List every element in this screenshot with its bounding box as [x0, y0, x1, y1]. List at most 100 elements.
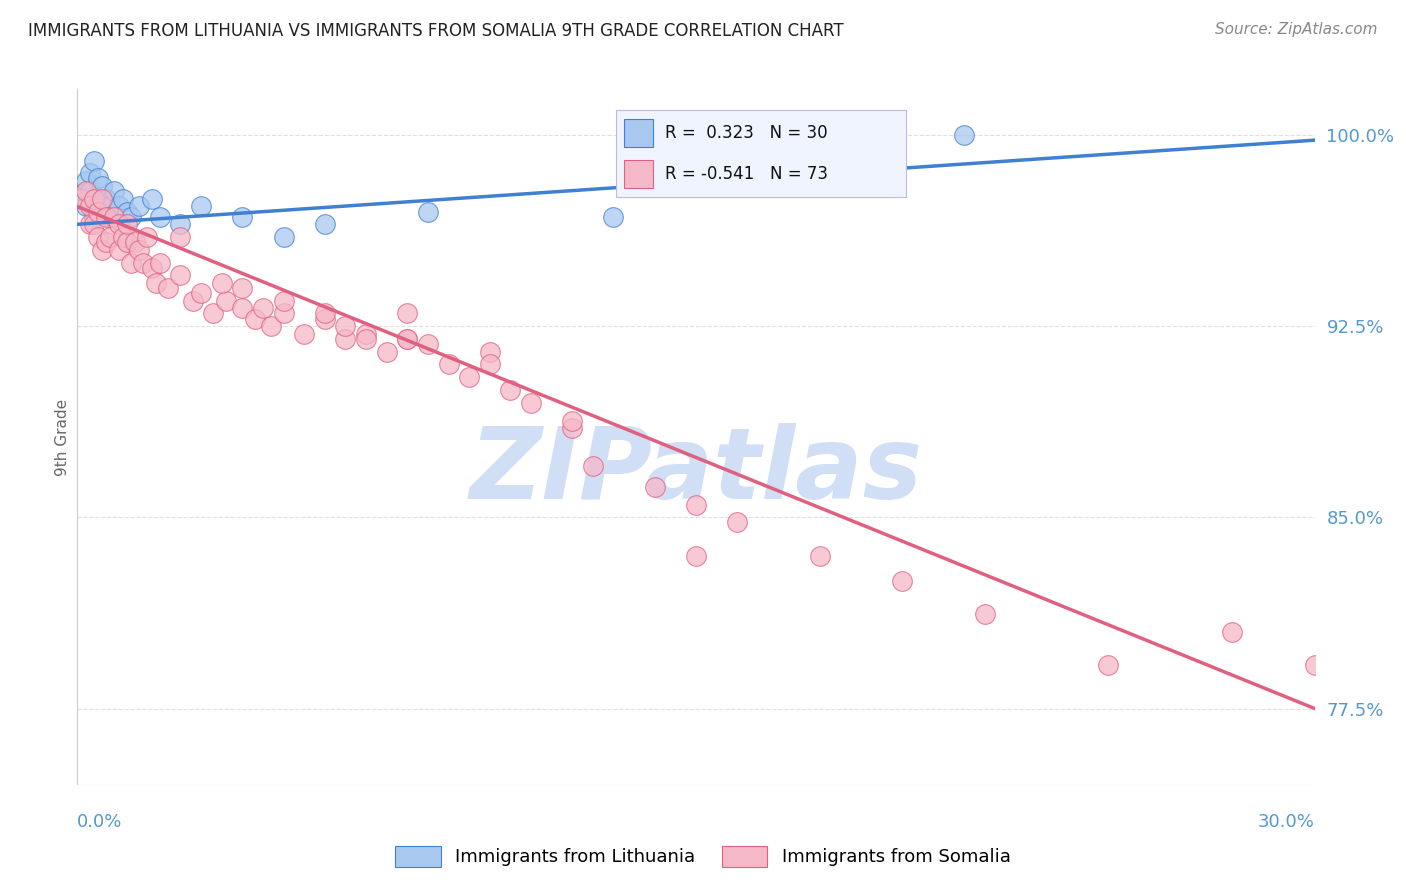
Point: [79, 199, 101, 213]
Point: [231, 301, 253, 316]
Point: [1220, 625, 1243, 640]
Text: Source: ZipAtlas.com: Source: ZipAtlas.com: [1215, 22, 1378, 37]
Point: [520, 395, 543, 409]
Point: [141, 192, 163, 206]
Point: [292, 326, 315, 341]
Point: [103, 210, 125, 224]
Point: [141, 260, 163, 275]
Point: [215, 293, 238, 308]
Point: [243, 311, 266, 326]
Point: [335, 332, 357, 346]
Point: [98, 230, 121, 244]
Point: [120, 255, 142, 269]
Point: [79, 217, 101, 231]
Point: [87, 230, 110, 244]
Point: [561, 413, 583, 427]
Point: [314, 306, 336, 320]
Point: [128, 243, 150, 257]
Point: [1097, 658, 1119, 673]
Point: [273, 306, 295, 320]
Point: [181, 293, 204, 308]
Point: [98, 199, 121, 213]
Point: [685, 498, 707, 512]
Point: [644, 480, 666, 494]
Point: [103, 184, 125, 198]
Point: [335, 319, 357, 334]
Point: [499, 383, 522, 397]
Legend: Immigrants from Lithuania, Immigrants from Somalia: Immigrants from Lithuania, Immigrants fr…: [388, 838, 1018, 874]
Point: [120, 210, 142, 224]
Point: [111, 192, 134, 206]
Point: [83, 210, 105, 224]
Point: [231, 281, 253, 295]
Point: [128, 199, 150, 213]
Point: [582, 459, 605, 474]
Point: [87, 192, 110, 206]
Point: [132, 255, 155, 269]
Point: [1303, 658, 1326, 673]
Point: [458, 370, 481, 384]
Point: [75, 184, 97, 198]
Point: [891, 574, 914, 588]
Point: [83, 192, 105, 206]
Point: [83, 153, 105, 168]
Point: [190, 199, 212, 213]
Point: [115, 235, 138, 249]
Point: [169, 217, 191, 231]
Point: [70, 186, 93, 201]
Point: [169, 230, 191, 244]
Point: [91, 192, 114, 206]
Point: [273, 293, 295, 308]
Point: [107, 217, 129, 231]
Point: [79, 166, 101, 180]
Point: [561, 421, 583, 435]
Point: [202, 306, 225, 320]
Point: [87, 204, 110, 219]
Point: [79, 184, 101, 198]
Point: [354, 326, 377, 341]
Point: [98, 210, 121, 224]
Point: [145, 276, 167, 290]
Point: [96, 235, 118, 249]
Point: [75, 199, 97, 213]
Point: [96, 210, 118, 224]
Point: [75, 174, 97, 188]
Text: 30.0%: 30.0%: [1258, 813, 1315, 830]
Point: [973, 607, 995, 622]
Point: [115, 217, 138, 231]
Point: [252, 301, 274, 316]
Point: [149, 210, 172, 224]
Point: [91, 204, 114, 219]
Point: [260, 319, 283, 334]
Point: [107, 243, 129, 257]
Point: [396, 332, 419, 346]
Point: [396, 306, 419, 320]
Text: IMMIGRANTS FROM LITHUANIA VS IMMIGRANTS FROM SOMALIA 9TH GRADE CORRELATION CHART: IMMIGRANTS FROM LITHUANIA VS IMMIGRANTS …: [28, 22, 844, 40]
Point: [124, 235, 146, 249]
Point: [136, 230, 159, 244]
Point: [437, 358, 460, 372]
Point: [953, 128, 976, 142]
Point: [169, 268, 191, 283]
Point: [211, 276, 233, 290]
Point: [416, 204, 439, 219]
Point: [396, 332, 419, 346]
Point: [725, 516, 748, 530]
Point: [416, 337, 439, 351]
Y-axis label: 9th Grade: 9th Grade: [55, 399, 70, 475]
Point: [83, 217, 105, 231]
Point: [314, 311, 336, 326]
Point: [111, 230, 134, 244]
Point: [354, 332, 377, 346]
Point: [107, 199, 129, 213]
Point: [91, 179, 114, 194]
Point: [96, 192, 118, 206]
Point: [478, 344, 501, 359]
Point: [190, 286, 212, 301]
Point: [375, 344, 398, 359]
Point: [685, 549, 707, 563]
Point: [808, 549, 831, 563]
Point: [157, 281, 180, 295]
Point: [273, 230, 295, 244]
Point: [602, 210, 624, 224]
